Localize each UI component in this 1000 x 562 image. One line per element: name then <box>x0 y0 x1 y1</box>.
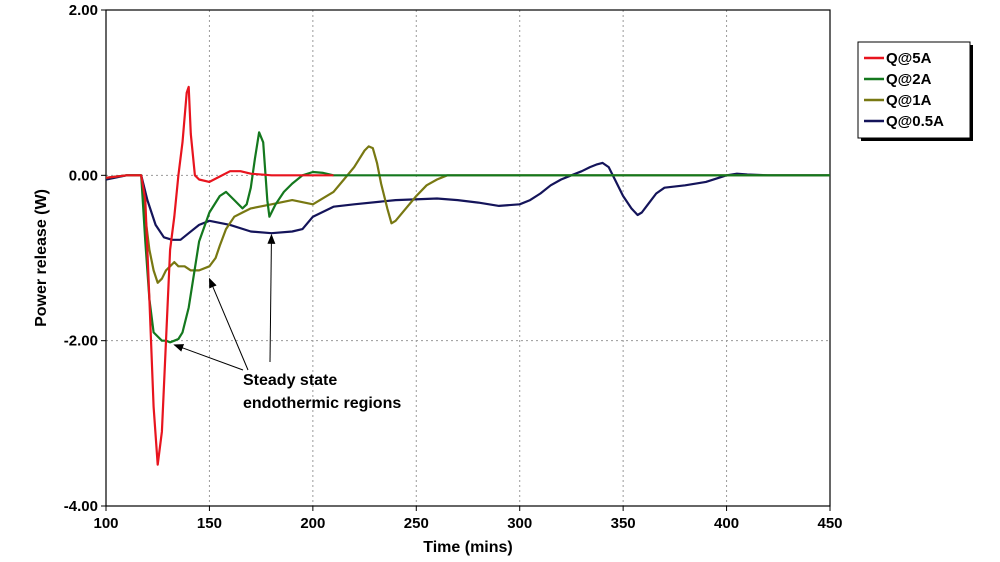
x-tick-label: 250 <box>404 515 429 532</box>
y-axis: 2.00 0.00 -2.00 -4.00 <box>64 2 106 515</box>
legend-label: Q@0.5A <box>886 113 944 130</box>
legend: Q@5A Q@2A Q@1A Q@0.5A <box>857 41 973 141</box>
legend-label: Q@5A <box>886 50 932 67</box>
x-tick-label: 300 <box>507 515 532 532</box>
x-tick-label: 450 <box>817 515 842 532</box>
y-tick-label: -2.00 <box>64 333 98 350</box>
x-tick-label: 200 <box>300 515 325 532</box>
legend-label: Q@2A <box>886 71 932 88</box>
x-axis-title: Time (mins) <box>423 539 513 556</box>
series-line-q-5a <box>105 85 334 466</box>
annotation-text: endothermic regions <box>243 395 401 412</box>
x-tick-label: 150 <box>197 515 222 532</box>
series-line-q-2a <box>105 131 830 344</box>
series-line-q-0-5a <box>105 161 830 241</box>
annotation-arrow <box>208 277 249 371</box>
annotation-arrow <box>267 233 276 363</box>
annotation-arrow <box>173 344 244 371</box>
y-tick-label: -4.00 <box>64 498 98 515</box>
x-axis: 100 150 200 250 300 350 400 450 <box>93 506 843 532</box>
x-tick-label: 100 <box>93 515 118 532</box>
legend-label: Q@1A <box>886 92 932 109</box>
x-tick-label: 400 <box>714 515 739 532</box>
y-tick-label: 0.00 <box>69 167 98 184</box>
y-axis-title: Power release (W) <box>33 189 50 327</box>
y-tick-label: 2.00 <box>69 2 98 19</box>
series-lines <box>105 85 830 466</box>
plot-area <box>105 9 831 507</box>
x-tick-label: 350 <box>611 515 636 532</box>
series-line-q-1a <box>105 145 830 284</box>
annotation: Steady state endothermic regions <box>173 233 401 412</box>
annotation-text: Steady state <box>243 372 337 389</box>
